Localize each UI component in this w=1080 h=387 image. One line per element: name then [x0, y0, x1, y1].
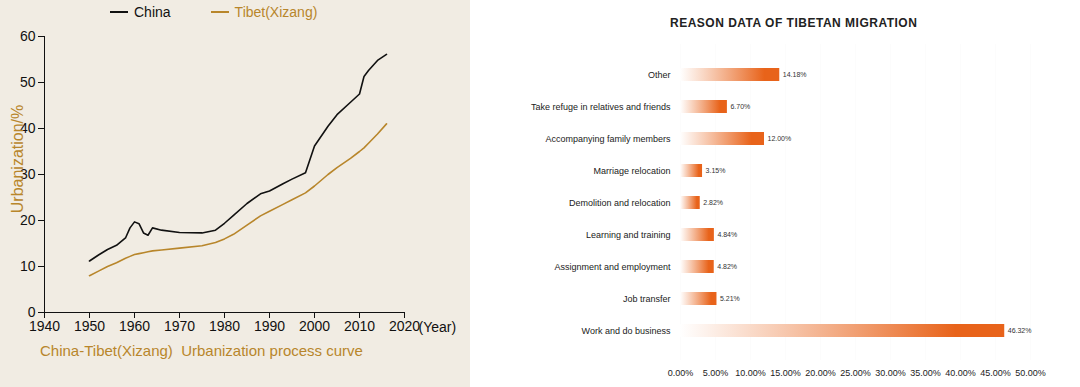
svg-text:Assignment and employment: Assignment and employment — [554, 262, 671, 272]
svg-text:3.15%: 3.15% — [706, 167, 726, 174]
svg-text:50.00%: 50.00% — [1015, 368, 1046, 378]
svg-text:1990: 1990 — [254, 318, 285, 334]
svg-text:4.84%: 4.84% — [717, 231, 737, 238]
svg-text:6.70%: 6.70% — [730, 103, 750, 110]
svg-text:5.00%: 5.00% — [703, 368, 729, 378]
svg-text:Other: Other — [648, 70, 671, 80]
svg-text:20.00%: 20.00% — [805, 368, 836, 378]
svg-text:1950: 1950 — [74, 318, 105, 334]
svg-text:2020: 2020 — [389, 318, 420, 334]
svg-text:Take refuge in relatives and f: Take refuge in relatives and friends — [531, 102, 671, 112]
svg-text:Job transfer: Job transfer — [623, 294, 671, 304]
svg-text:30.00%: 30.00% — [875, 368, 906, 378]
svg-text:60: 60 — [20, 28, 36, 44]
svg-text:10.00%: 10.00% — [735, 368, 766, 378]
svg-text:40.00%: 40.00% — [945, 368, 976, 378]
svg-text:Accompanying family members: Accompanying family members — [545, 134, 671, 144]
svg-text:30: 30 — [20, 166, 36, 182]
svg-text:46.32%: 46.32% — [1008, 327, 1032, 334]
svg-text:2000: 2000 — [299, 318, 330, 334]
svg-text:12.00%: 12.00% — [768, 135, 792, 142]
svg-text:50: 50 — [20, 74, 36, 90]
svg-text:45.00%: 45.00% — [980, 368, 1011, 378]
svg-text:20: 20 — [20, 212, 36, 228]
svg-text:10: 10 — [20, 258, 36, 274]
svg-text:14.18%: 14.18% — [783, 71, 807, 78]
svg-text:25.00%: 25.00% — [840, 368, 871, 378]
svg-text:15.00%: 15.00% — [770, 368, 801, 378]
svg-text:1960: 1960 — [119, 318, 150, 334]
svg-text:Demolition and relocation: Demolition and relocation — [569, 198, 671, 208]
svg-text:5.21%: 5.21% — [720, 295, 740, 302]
svg-text:Work and do business: Work and do business — [582, 326, 671, 336]
svg-text:(Year): (Year) — [419, 319, 457, 335]
svg-text:1940: 1940 — [29, 318, 60, 334]
svg-text:Learning and training: Learning and training — [586, 230, 671, 240]
svg-text:4.82%: 4.82% — [717, 263, 737, 270]
svg-text:Marriage relocation: Marriage relocation — [593, 166, 670, 176]
svg-text:0.00%: 0.00% — [668, 368, 694, 378]
svg-text:1980: 1980 — [209, 318, 240, 334]
svg-text:2.82%: 2.82% — [703, 199, 723, 206]
svg-text:1970: 1970 — [164, 318, 195, 334]
svg-text:40: 40 — [20, 120, 36, 136]
svg-text:35.00%: 35.00% — [910, 368, 941, 378]
svg-text:2010: 2010 — [344, 318, 375, 334]
